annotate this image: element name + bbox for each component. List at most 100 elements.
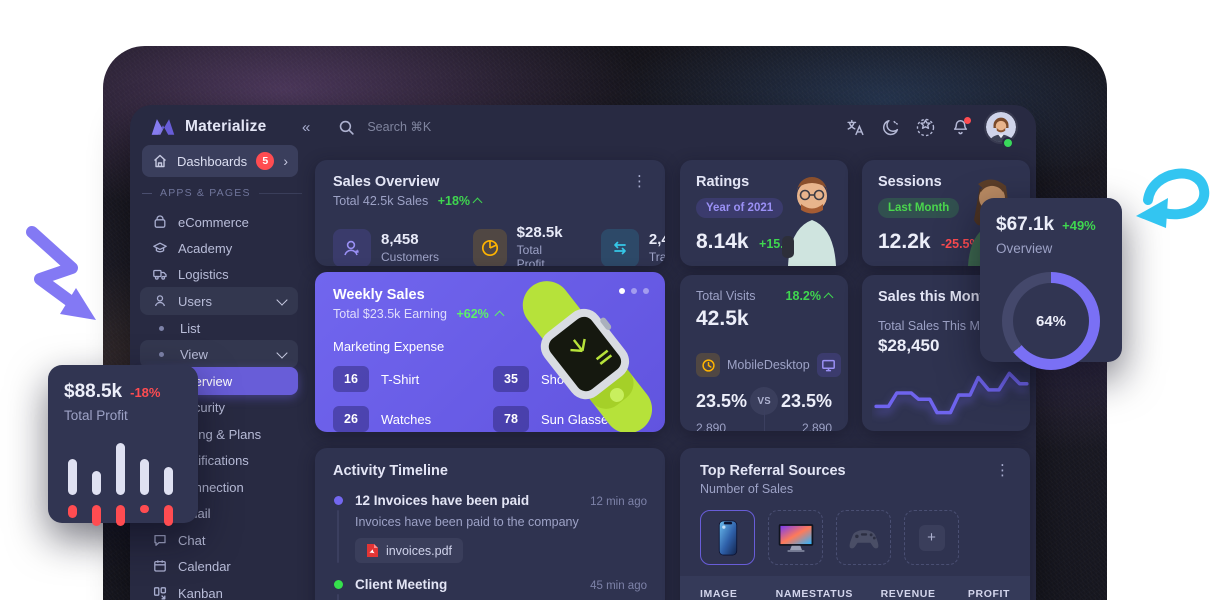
sidebar-item-view[interactable]: View xyxy=(140,340,298,368)
mobile-pct: 23.5% xyxy=(696,390,748,411)
ratings-card: Ratings Year of 2021 8.14k +15.6% xyxy=(680,160,848,266)
card-title: Sales this Month xyxy=(878,289,994,305)
chevron-down-icon xyxy=(276,346,288,359)
overview-float-card: $67.1k +49% Overview 64% xyxy=(980,198,1122,370)
timeline-dot-green xyxy=(333,580,343,589)
sales-overview-subtitle: Total 42.5k Sales xyxy=(333,194,429,208)
weekly-sales-card: Weekly Sales Total $23.5k Earning +62% M… xyxy=(315,272,665,432)
sidebar-item-label: Dashboards xyxy=(177,153,248,169)
header-actions xyxy=(846,112,1016,142)
col-name: NAME xyxy=(775,588,809,600)
card-title: Sessions xyxy=(878,174,942,190)
search-bar[interactable] xyxy=(338,119,846,136)
referral-tab-add[interactable]: + xyxy=(904,510,959,565)
language-icon[interactable] xyxy=(846,118,865,137)
sales-overview-card: Sales Overview ⋮ Total 42.5k Sales +18% … xyxy=(315,160,665,266)
card-title: Sales Overview xyxy=(333,174,440,190)
total-visits-label: Total Visits xyxy=(696,289,756,303)
stat-total-profit: $28.5k Total Profit xyxy=(473,224,567,266)
overview-change: +49% xyxy=(1062,218,1096,233)
total-visits-change: 18.2% xyxy=(785,289,821,303)
bullet-dot xyxy=(159,351,164,357)
carousel-dots[interactable] xyxy=(619,288,649,294)
col-profit: PROFIT xyxy=(967,588,1011,600)
overview-donut: 64% xyxy=(1002,272,1100,370)
search-icon xyxy=(340,120,355,135)
trend-up-icon xyxy=(472,197,483,208)
referral-table-header: IMAGE NAME STATUS REVENUE PROFIT xyxy=(680,576,1030,600)
user-icon xyxy=(154,295,166,307)
col-image: IMAGE xyxy=(700,588,738,600)
sidebar-item-ecommerce[interactable]: eCommerce xyxy=(140,208,298,236)
graduation-cap-icon xyxy=(153,242,167,253)
stat-customers: 8,458 Customers xyxy=(333,224,439,266)
avatar-online-dot xyxy=(1002,137,1014,149)
stat-transactions: 2,450k Transactions xyxy=(600,224,665,266)
referral-tab-controller[interactable] xyxy=(836,510,891,565)
brand: Materialize xyxy=(150,117,300,137)
dashboards-badge: 5 xyxy=(256,152,275,170)
dashboard-window: Materialize « xyxy=(130,105,1036,600)
col-revenue: REVENUE xyxy=(880,588,936,600)
referral-subtitle: Number of Sales xyxy=(700,482,794,496)
total-visits-card: Total Visits 18.2% 42.5k Mobile Desktop xyxy=(680,275,848,431)
referral-tab-iphone[interactable] xyxy=(700,510,755,565)
calendar-icon xyxy=(154,560,166,572)
card-title: Ratings xyxy=(696,174,750,190)
bullet-dot xyxy=(159,325,164,331)
search-input[interactable] xyxy=(365,119,570,135)
shortcuts-star-icon[interactable] xyxy=(916,118,935,137)
notifications-bell-icon[interactable] xyxy=(951,116,971,137)
customers-icon xyxy=(333,228,371,266)
blue-curved-arrow xyxy=(1136,168,1210,228)
sidebar-item-logistics[interactable]: Logistics xyxy=(140,260,298,288)
mobile-count: 2,890 xyxy=(696,421,727,431)
donut-percent: 64% xyxy=(1035,312,1067,330)
expense-chip: 16 T-Shirt xyxy=(333,366,493,392)
sidebar-item-chat[interactable]: Chat xyxy=(140,526,298,554)
transfer-arrows-icon xyxy=(600,228,639,266)
desktop-pct: 23.5% xyxy=(780,390,832,411)
total-visits-value: 42.5k xyxy=(696,307,749,330)
dark-mode-moon-icon[interactable] xyxy=(881,118,900,137)
ratings-value: 8.14k xyxy=(696,230,749,253)
weekly-sales-change: +62% xyxy=(456,307,489,321)
chevron-down-icon xyxy=(276,293,288,306)
sessions-badge: Last Month xyxy=(878,198,960,218)
mobile-stat: Mobile xyxy=(696,353,764,377)
sidebar-item-kanban[interactable]: Kanban xyxy=(140,579,298,600)
overview-value: $67.1k xyxy=(996,214,1055,235)
sidebar-item-users[interactable]: Users xyxy=(140,287,298,315)
profit-change: -18% xyxy=(130,385,161,400)
sidebar-item-list[interactable]: List xyxy=(140,314,298,342)
expense-chip: 78 Sun Glasses xyxy=(493,406,653,432)
truck-icon xyxy=(153,269,167,280)
desktop-count: 2,890 xyxy=(801,421,832,431)
desktop-monitor-icon xyxy=(816,353,841,377)
timeline-item: Client Meeting 45 min ago Project meetin… xyxy=(333,577,647,600)
sidebar-item-academy[interactable]: Academy xyxy=(140,234,298,262)
sidebar-item-dashboards[interactable]: Dashboards 5 › xyxy=(142,145,298,177)
card-title: Top Referral Sources xyxy=(700,463,846,479)
ratings-person-illustration xyxy=(782,177,836,266)
attachment-chip[interactable]: invoices.pdf xyxy=(355,538,464,563)
notification-dot xyxy=(964,116,971,124)
kebab-menu-icon[interactable]: ⋮ xyxy=(995,462,1010,479)
kebab-menu-icon[interactable]: ⋮ xyxy=(632,173,647,190)
app-header: Materialize « xyxy=(130,105,1036,149)
marketing-expense-label: Marketing Expense xyxy=(333,339,445,354)
user-avatar[interactable] xyxy=(986,112,1016,142)
chevron-right-icon: › xyxy=(283,153,288,169)
total-profit-float-card: $88.5k -18% Total Profit xyxy=(48,365,198,526)
sidebar-item-calendar[interactable]: Calendar xyxy=(140,552,298,580)
ratings-badge: Year of 2021 xyxy=(696,198,784,218)
referral-tab-monitor[interactable] xyxy=(768,510,823,565)
profit-mini-chart xyxy=(64,439,182,526)
desktop-stat: Desktop xyxy=(764,353,841,377)
profit-value: $88.5k xyxy=(64,381,123,402)
card-title: Activity Timeline xyxy=(333,463,448,479)
sidebar-collapse-icon[interactable]: « xyxy=(302,118,311,136)
sessions-value: 12.2k xyxy=(878,230,931,253)
kanban-icon xyxy=(153,587,167,600)
